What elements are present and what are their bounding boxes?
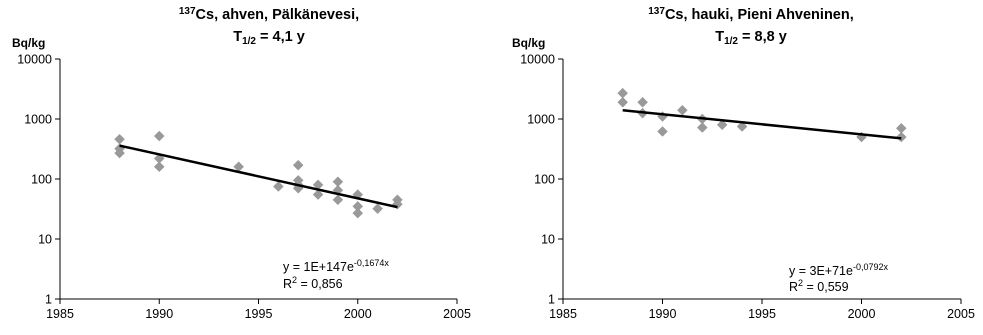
y-axis-unit: Bq/kg: [512, 36, 545, 50]
trend-equation: y = 1E+147e-0,1674x: [283, 258, 389, 274]
chart-title-line1: 137Cs, ahven, Pälkänevesi,: [179, 6, 359, 23]
y-tick-label: 10000: [17, 53, 52, 67]
title-superscript: 137: [179, 6, 196, 17]
x-tick-label: 1995: [245, 307, 273, 321]
trend-line: [119, 144, 398, 209]
x-tick-label: 1995: [748, 307, 776, 321]
r-squared-symbol: R: [789, 280, 798, 294]
x-tick-label: 1990: [649, 307, 677, 321]
r-squared: R2 = 0,559: [789, 278, 849, 294]
data-point: [677, 104, 688, 116]
y-tick-label: 1000: [527, 113, 555, 127]
title-main: Cs, hauki, Pieni Ahveninen,: [665, 7, 854, 23]
title-halflife-symbol: T: [715, 29, 724, 45]
equation-main: y = 1E+147e: [283, 260, 354, 274]
title-halflife-value: = 8,8 y: [738, 29, 787, 45]
x-tick-label: 2000: [848, 307, 876, 321]
trend-line-segment: [622, 108, 902, 140]
y-tick-label: 10000: [520, 53, 555, 67]
equation-main: y = 3E+71e: [789, 264, 853, 278]
title-main: Cs, ahven, Pälkänevesi,: [196, 7, 360, 23]
x-tick-label: 2000: [344, 307, 372, 321]
data-points: [114, 130, 403, 219]
y-tick-label: 1: [45, 293, 52, 307]
tick-labels: 1 10 100 1000 10000 1985 1990 1995 2000 2005: [520, 53, 975, 322]
data-point: [114, 133, 125, 145]
trend-line-segment: [119, 144, 398, 209]
data-point: [617, 96, 629, 108]
equation-exponent: -0,1674x: [354, 258, 390, 268]
y-tick-label: 1: [548, 293, 555, 307]
tick-labels: 1 10 100 1000 10000 1985 1990 1995 2000 2005: [17, 53, 471, 322]
y-tick-label: 10: [38, 233, 52, 247]
data-point: [153, 130, 165, 142]
x-tick-label: 2005: [443, 307, 471, 321]
chart-title-line1: 137Cs, hauki, Pieni Ahveninen,: [648, 6, 854, 23]
data-point: [153, 161, 165, 173]
x-tick-label: 2005: [947, 307, 975, 321]
y-axis-unit: Bq/kg: [12, 36, 45, 50]
equation-exponent: -0,0792x: [853, 262, 889, 272]
y-tick-label: 100: [534, 173, 555, 187]
r-squared-value: = 0,856: [297, 277, 343, 291]
chart-pike-perch-palkanevesi: 137Cs, ahven, Pälkänevesi, T1/2 = 4,1 y …: [12, 6, 471, 321]
y-tick-label: 1000: [24, 113, 52, 127]
r-squared-exponent: 2: [798, 278, 803, 288]
title-superscript: 137: [648, 6, 665, 17]
trend-equation: y = 3E+71e-0,0792x: [789, 262, 888, 278]
r-squared-exponent: 2: [292, 275, 297, 285]
axes: [558, 58, 962, 304]
title-halflife-value: = 4,1 y: [256, 29, 305, 45]
data-point: [352, 207, 364, 219]
data-point: [272, 181, 284, 192]
axes: [55, 58, 458, 304]
r-squared-value: = 0,559: [803, 280, 849, 294]
chart-pike-pieni-ahveninen: 137Cs, hauki, Pieni Ahveninen, T1/2 = 8,…: [512, 6, 975, 321]
title-halflife-subscript: 1/2: [724, 36, 738, 47]
data-point: [312, 189, 324, 200]
data-point: [332, 194, 344, 206]
data-point: [736, 121, 748, 132]
r-squared: R2 = 0,856: [283, 275, 343, 291]
data-point: [716, 119, 728, 131]
data-point: [895, 131, 907, 143]
x-tick-label: 1985: [46, 307, 74, 321]
data-point: [696, 122, 708, 133]
chart-title-line2: T1/2 = 8,8 y: [715, 29, 787, 47]
data-point: [292, 159, 304, 171]
trend-line: [622, 108, 902, 140]
chart-title-line2: T1/2 = 4,1 y: [233, 29, 305, 47]
data-point: [114, 147, 125, 159]
data-point: [617, 87, 629, 99]
r-squared-symbol: R: [283, 277, 292, 291]
x-tick-label: 1985: [549, 307, 577, 321]
y-tick-label: 10: [541, 233, 555, 247]
data-point: [657, 126, 668, 137]
title-halflife-symbol: T: [233, 29, 242, 45]
data-point: [637, 96, 648, 108]
y-tick-label: 100: [31, 173, 52, 187]
data-point: [372, 203, 383, 215]
title-halflife-subscript: 1/2: [242, 36, 256, 47]
x-tick-label: 1990: [145, 307, 173, 321]
